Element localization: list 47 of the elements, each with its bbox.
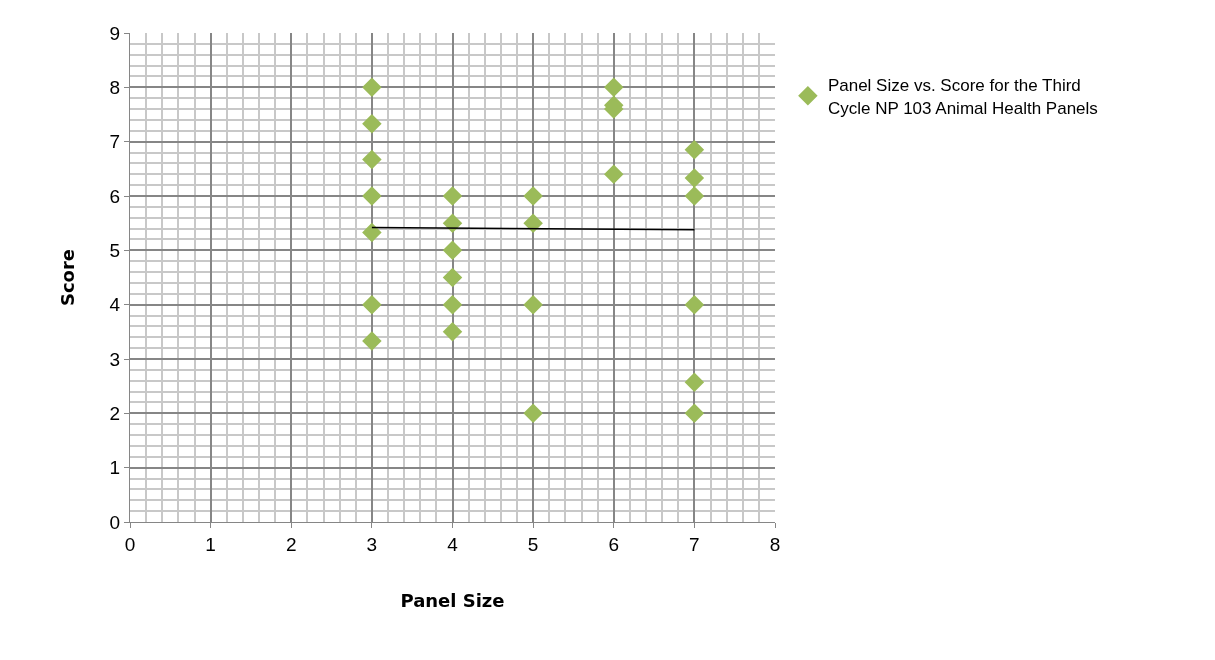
- point: [442, 322, 463, 342]
- point: [604, 164, 624, 185]
- point: [442, 186, 463, 206]
- x-tick-label: 3: [366, 533, 378, 555]
- point: [523, 403, 543, 424]
- x-tick-label: 5: [527, 533, 539, 555]
- y-tick-label: 7: [109, 131, 121, 153]
- y-tick-label: 9: [109, 22, 121, 44]
- point: [362, 331, 382, 351]
- point: [442, 213, 463, 233]
- x-tick-label: 2: [285, 533, 297, 555]
- point: [362, 294, 382, 315]
- x-tick-label: 6: [608, 533, 620, 555]
- point: [362, 149, 382, 170]
- point: [362, 222, 382, 243]
- point: [523, 186, 543, 206]
- point: [362, 113, 382, 134]
- point: [684, 403, 705, 424]
- point: [684, 140, 705, 160]
- point: [604, 77, 624, 98]
- y-tick-label: 8: [109, 76, 121, 98]
- y-tick-label: 1: [109, 457, 121, 479]
- point: [362, 186, 382, 206]
- point: [684, 186, 705, 206]
- point: [442, 294, 463, 315]
- legend-label: Panel Size vs. Score for the Third Cycle NP 103 Animal Health Panels: [827, 76, 1098, 118]
- y-tick-label: 3: [109, 348, 121, 370]
- x-tick-label: 4: [447, 533, 459, 555]
- point: [684, 168, 705, 188]
- x-tick-label: 1: [205, 533, 216, 555]
- point: [523, 213, 543, 233]
- x-axis-title: Panel Size: [400, 589, 505, 611]
- y-axis-title: Score: [56, 248, 78, 307]
- y-tick-label: 5: [109, 239, 121, 261]
- y-tick-label: 6: [109, 185, 121, 207]
- y-tick-label: 2: [109, 402, 121, 424]
- x-tick-label: 7: [689, 533, 700, 555]
- point: [362, 77, 382, 98]
- point: [684, 294, 705, 315]
- x-tick-label: 8: [769, 533, 781, 555]
- point: [523, 294, 543, 315]
- point: [684, 372, 705, 393]
- x-tick-label: 0: [124, 533, 136, 555]
- y-tick-label: 4: [109, 294, 121, 316]
- point: [442, 240, 463, 261]
- point: [442, 267, 463, 288]
- y-tick-label: 0: [109, 511, 121, 533]
